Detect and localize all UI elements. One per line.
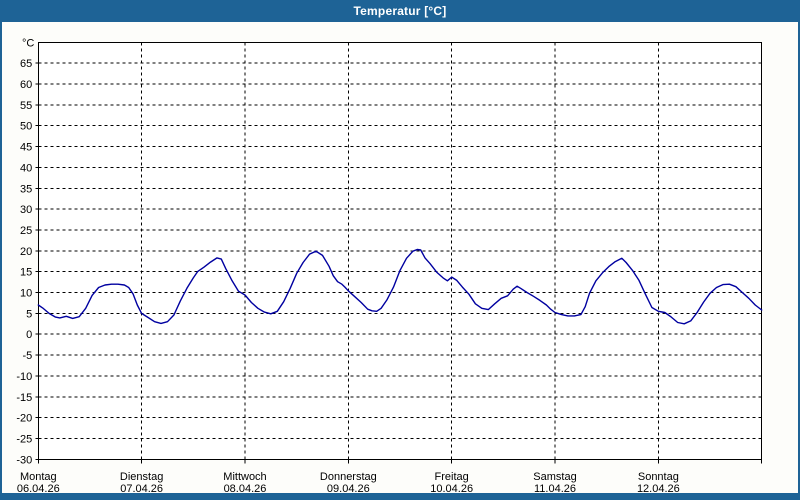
weekday-label: Montag [20, 471, 57, 483]
date-label: 08.04.26 [224, 483, 267, 493]
weekday-label: Sonntag [638, 471, 679, 483]
y-tick-label: 50 [20, 121, 32, 133]
y-tick-label: 30 [20, 204, 32, 216]
y-tick-label: -15 [16, 392, 32, 404]
date-label: 07.04.26 [120, 483, 163, 493]
y-tick-label: 10 [20, 288, 32, 300]
window-left-frame [0, 0, 2, 500]
window-right-frame [798, 0, 800, 500]
y-tick-label: 65 [20, 58, 32, 70]
weekday-label: Mittwoch [223, 471, 266, 483]
weekday-label: Samstag [533, 471, 576, 483]
date-label: 06.04.26 [17, 483, 60, 493]
plot-border [37, 41, 763, 460]
y-tick-label: 0 [26, 329, 32, 341]
window-bottom-frame [0, 493, 800, 500]
date-label: 10.04.26 [430, 483, 473, 493]
y-tick-label: 20 [20, 246, 32, 258]
y-tick-label: -5 [23, 350, 33, 362]
y-tick-label: 15 [20, 267, 32, 279]
weekday-label: Freitag [435, 471, 469, 483]
y-tick-label: -10 [16, 371, 32, 383]
y-tick-label: -30 [16, 454, 32, 466]
weekday-label: Donnerstag [320, 471, 377, 483]
y-tick-label: -25 [16, 433, 32, 445]
y-tick-label: 5 [26, 308, 32, 320]
unit-label: °C [22, 37, 34, 49]
title-bar[interactable]: Temperatur [°C] [0, 0, 800, 22]
date-label: 11.04.26 [534, 483, 576, 493]
temperature-series-line [37, 248, 763, 325]
y-tick-label: 55 [20, 100, 32, 112]
y-tick-label: 25 [20, 225, 32, 237]
date-label: 09.04.26 [327, 483, 370, 493]
y-tick-label: 40 [20, 162, 32, 174]
y-tick-label: 35 [20, 183, 32, 195]
window-title: Temperatur [°C] [353, 4, 447, 18]
y-tick-label: -20 [16, 413, 32, 425]
y-tick-label: 60 [20, 79, 32, 91]
weekday-label: Dienstag [120, 471, 163, 483]
y-tick-label: 45 [20, 142, 32, 154]
date-label: 12.04.26 [637, 483, 680, 493]
